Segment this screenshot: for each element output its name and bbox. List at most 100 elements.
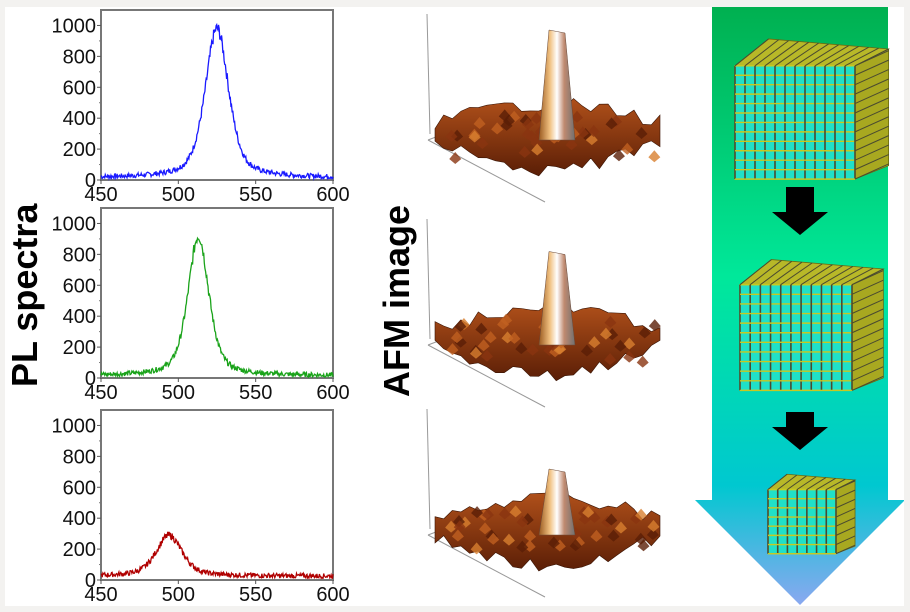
cube-front-face: [739, 284, 853, 392]
y-tick-label: 200: [63, 337, 96, 359]
cube-side-stripe: [851, 337, 884, 353]
cube-side-stripe: [835, 517, 856, 527]
cube-top-stripe: [834, 46, 869, 67]
afm-facet: [449, 152, 462, 165]
cube-top-stripe: [754, 40, 789, 67]
afm-z-axis: [426, 218, 431, 340]
nanocube-illustrations: [733, 38, 891, 555]
afm-facet: [587, 125, 600, 138]
afm-facet: [500, 313, 513, 326]
afm-facet: [614, 521, 627, 534]
afm-facet: [477, 339, 490, 352]
x-tick-label: 600: [316, 184, 349, 206]
x-tick-label: 500: [162, 584, 195, 606]
afm-facet: [547, 536, 560, 549]
cube-top-stripe: [854, 48, 889, 67]
cube-top-stripe: [824, 46, 859, 67]
x-tick-label: 600: [316, 584, 349, 606]
x-tick-label: 550: [239, 382, 272, 404]
afm-x-axis: [427, 139, 546, 203]
cube-top-stripe: [794, 43, 829, 67]
cube-top-stripe: [814, 45, 849, 67]
afm-facet: [571, 110, 584, 123]
y-tick-label: 1000: [52, 415, 97, 437]
afm-facet: [630, 512, 643, 525]
cube-side-stripe: [851, 318, 884, 334]
afm-facet: [470, 542, 483, 555]
cube-top-stripe: [767, 473, 788, 490]
cube-side-stripe: [854, 87, 889, 105]
cube-side-stripe: [854, 78, 889, 95]
cube-side-stripe: [851, 366, 884, 382]
afm-facet: [450, 331, 463, 344]
afm-peak: [538, 29, 576, 141]
cube-side-stripe: [835, 544, 856, 555]
cube-top-stripe: [770, 261, 803, 286]
afm-facet: [515, 342, 528, 355]
y-tick-label: 0: [85, 368, 96, 390]
afm-facet: [578, 512, 591, 525]
nanocube-medium: [738, 259, 885, 392]
afm-bottom-image: [426, 408, 661, 598]
cube-top-stripe: [744, 39, 779, 67]
afm-x-axis: [427, 534, 546, 598]
afm-facet: [634, 532, 647, 545]
cube-side-stripe: [835, 508, 856, 518]
cube-top-stripe: [764, 41, 799, 67]
afm-facet: [445, 129, 458, 142]
afm-x-axis: [427, 344, 546, 408]
afm-facet: [637, 539, 650, 552]
afm-facet: [516, 540, 529, 553]
afm-facet: [647, 519, 660, 532]
x-tick-label: 550: [239, 584, 272, 606]
afm-facet: [453, 520, 466, 533]
afm-facet: [475, 322, 488, 335]
cube-top-stripe: [804, 44, 839, 67]
afm-facet: [569, 539, 582, 552]
y-tick-label: 600: [63, 77, 96, 99]
afm-facet: [471, 506, 484, 519]
afm-facet: [531, 143, 544, 156]
cube-side-stripe: [851, 375, 884, 391]
afm-facet: [469, 346, 482, 359]
cube-top-stripe: [784, 42, 819, 67]
afm-facet: [487, 532, 500, 545]
cube-side-stripe: [854, 97, 889, 114]
afm-facet: [585, 133, 598, 146]
x-tick-label: 450: [84, 584, 117, 606]
afm-facet: [525, 130, 538, 143]
cube-top-stripe: [760, 260, 793, 286]
afm-facet: [635, 508, 648, 521]
cube-top-stripe: [739, 259, 772, 286]
afm-facet: [522, 117, 535, 130]
cube-side-stripe: [851, 298, 884, 314]
afm-peak: [538, 468, 576, 536]
afm-facet: [623, 350, 636, 363]
afm-facet: [481, 508, 494, 521]
y-tick-label: 400: [63, 108, 96, 130]
afm-facet: [605, 117, 618, 130]
afm-facet: [582, 505, 595, 518]
afm-facet: [607, 529, 620, 542]
y-tick-label: 400: [63, 306, 96, 328]
y-tick-label: 1000: [52, 15, 97, 37]
afm-facet: [484, 331, 497, 344]
afm-facet: [646, 528, 659, 541]
afm-facet: [580, 344, 593, 357]
nanocube-large: [733, 38, 891, 180]
afm-facet: [509, 505, 522, 518]
afm-facet: [524, 529, 537, 542]
cube-side-face: [854, 48, 889, 180]
cube-top-stripe: [774, 41, 809, 67]
afm-facet: [516, 515, 529, 528]
figure-svg: PL spectra AFM image 0 200 400 600 800 1000 45…: [5, 7, 904, 606]
cube-side-stripe: [851, 347, 884, 363]
cube-side-stripe: [854, 154, 889, 171]
step-arrow-1: [772, 187, 828, 235]
afm-images: [426, 13, 661, 598]
cube-top-stripe: [780, 262, 813, 286]
afm-facet: [606, 328, 619, 341]
series-line-red: [100, 531, 334, 580]
afm-facet: [451, 529, 464, 542]
afm-facet: [491, 122, 504, 135]
